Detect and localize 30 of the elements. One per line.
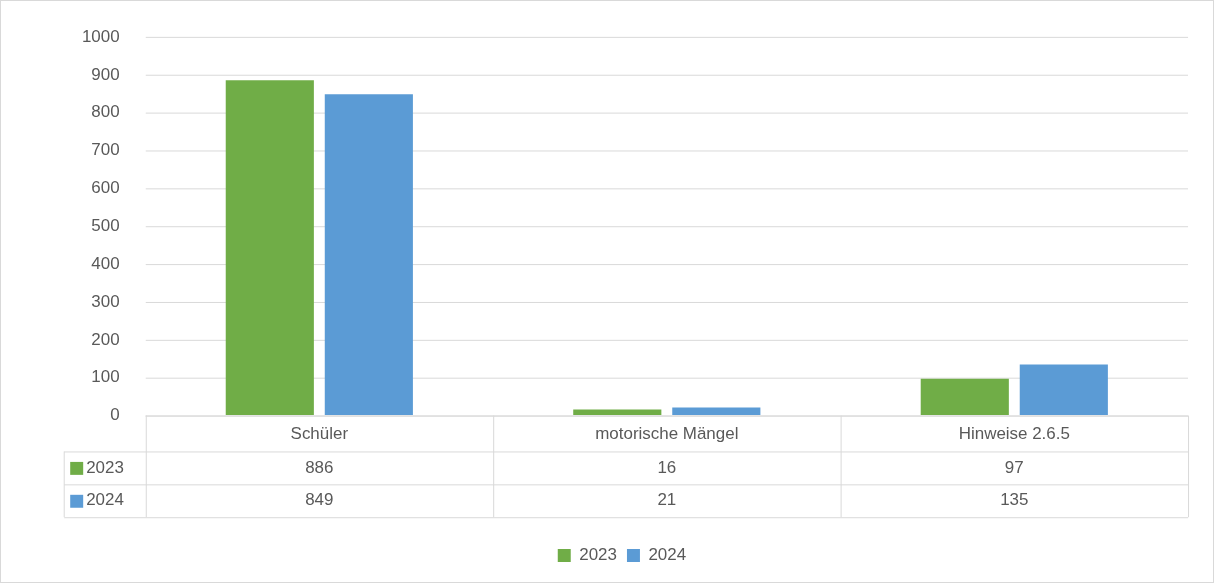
y-tick-label: 1000: [81, 26, 120, 46]
y-tick-label: 200: [91, 329, 120, 349]
x-tick-label: motorische Mängel: [595, 424, 739, 444]
legend-label: 2024: [648, 545, 687, 565]
y-tick-label: 800: [91, 102, 120, 122]
y-tick-label: 900: [91, 64, 120, 84]
y-tick-label: 700: [91, 140, 120, 160]
y-tick-label: 300: [91, 291, 120, 311]
x-tick-label: Schüler: [290, 424, 349, 444]
legend-label: 2023: [86, 457, 124, 477]
bar: [324, 94, 413, 416]
y-tick-label: 100: [91, 367, 120, 387]
text: 2024: [86, 490, 124, 510]
text: 2023: [579, 545, 617, 565]
y-tick-label: 400: [91, 253, 120, 273]
y-tick-label: 600: [91, 178, 120, 198]
data-label: 135: [1000, 490, 1029, 510]
bar: [672, 407, 761, 416]
bar: [1019, 364, 1108, 416]
data-label: 21: [657, 490, 677, 510]
data-label: 16: [657, 457, 677, 477]
data-label: 97: [1004, 457, 1024, 477]
bar: [920, 378, 1009, 416]
y-tick-label: 500: [91, 216, 120, 235]
bar: [573, 409, 662, 416]
y-tick-label: 0: [110, 405, 120, 425]
bar: [225, 80, 314, 416]
x-tick-label: Hinweise 2.6.5: [958, 424, 1070, 444]
data-label: 849: [305, 490, 334, 510]
data-label: 886: [305, 457, 334, 477]
